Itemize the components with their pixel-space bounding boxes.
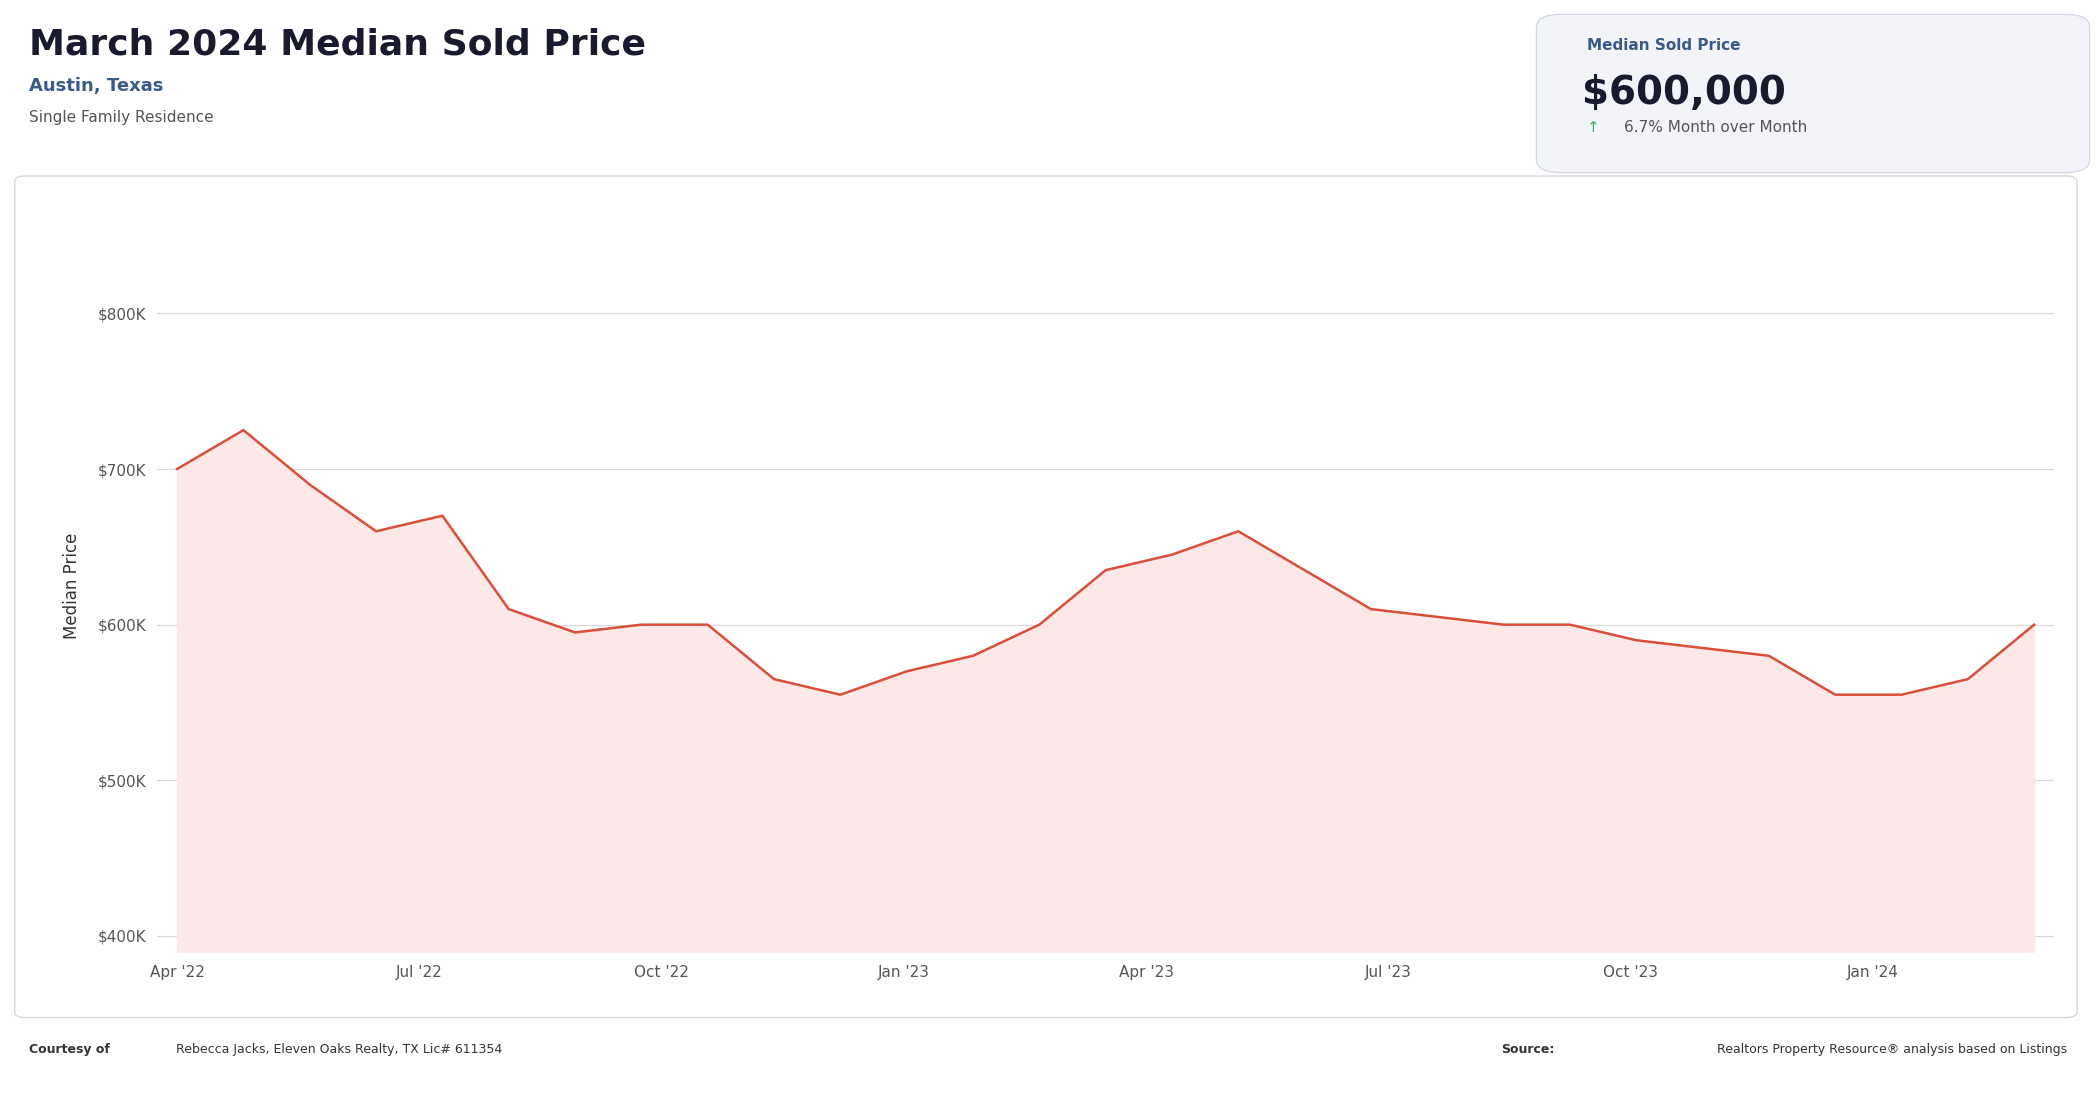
Text: Source:: Source: — [1501, 1043, 1553, 1056]
Text: $600,000: $600,000 — [1582, 74, 1786, 112]
Text: Single Family Residence: Single Family Residence — [29, 110, 214, 125]
Text: Median Sold Price: Median Sold Price — [1587, 39, 1740, 54]
Text: 6.7% Month over Month: 6.7% Month over Month — [1624, 120, 1807, 135]
Text: Rebecca Jacks, Eleven Oaks Realty, TX Lic# 611354: Rebecca Jacks, Eleven Oaks Realty, TX Li… — [172, 1043, 503, 1056]
Text: ↑: ↑ — [1587, 120, 1599, 135]
Text: Courtesy of: Courtesy of — [29, 1043, 111, 1056]
Text: Realtors Property Resource® analysis based on Listings: Realtors Property Resource® analysis bas… — [1712, 1043, 2067, 1056]
Y-axis label: Median Price: Median Price — [63, 532, 80, 639]
Text: Austin, Texas: Austin, Texas — [29, 77, 163, 95]
Text: March 2024 Median Sold Price: March 2024 Median Sold Price — [29, 28, 646, 62]
